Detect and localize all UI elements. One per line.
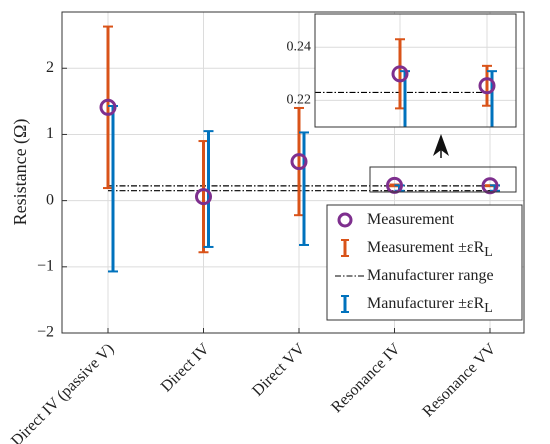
legend-label-main: Measurement ±εR xyxy=(367,239,485,256)
measurement-marker xyxy=(195,188,212,206)
legend-label-main: Manufacturer ±εR xyxy=(367,295,485,312)
legend-label: Manufacturer ±εRL xyxy=(367,295,493,317)
plot-frame xyxy=(61,11,525,334)
legend-label-sub: L xyxy=(484,245,493,260)
legend-label-sub: L xyxy=(484,301,493,316)
measurement-marker xyxy=(391,65,409,83)
measurement-marker xyxy=(290,153,308,171)
zoom-box xyxy=(369,166,517,193)
measurement-marker xyxy=(99,98,117,116)
legend-label: Measurement ±εRL xyxy=(367,239,493,261)
inset-y-tick-label: 0.22 xyxy=(287,93,312,108)
legend-marker xyxy=(337,212,353,228)
legend-box xyxy=(326,204,523,321)
inset-y-tick-label: 0.24 xyxy=(287,39,312,54)
y-tick-label: 1 xyxy=(46,125,54,142)
legend-label: Measurement xyxy=(367,211,455,228)
inset-bg xyxy=(315,14,516,127)
arrow-head xyxy=(433,134,449,156)
y-tick-label: −1 xyxy=(37,257,54,274)
measurement-marker xyxy=(481,177,499,195)
y-tick-label: −2 xyxy=(37,324,54,341)
legend-label: Manufacturer range xyxy=(367,267,494,284)
y-axis-label: Resistance (Ω) xyxy=(10,119,31,226)
legend-label-main: Measurement xyxy=(367,211,455,228)
y-tick-label: 2 xyxy=(46,59,54,76)
y-tick-label: 0 xyxy=(46,191,54,208)
inset-frame xyxy=(314,13,517,128)
legend-label-main: Manufacturer range xyxy=(367,267,494,284)
measurement-marker xyxy=(478,77,496,95)
inset-plot xyxy=(315,38,497,127)
